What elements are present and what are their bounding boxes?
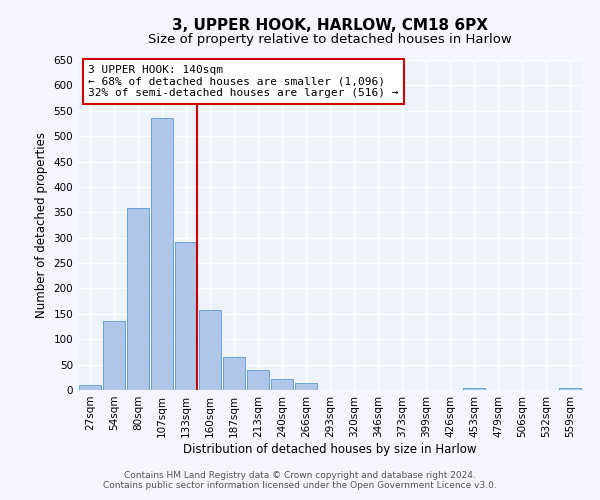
Y-axis label: Number of detached properties: Number of detached properties [35, 132, 48, 318]
Bar [127, 208, 149, 390]
Text: Contains HM Land Registry data © Crown copyright and database right 2024.
Contai: Contains HM Land Registry data © Crown c… [103, 470, 497, 490]
Bar [103, 321, 125, 390]
Bar [463, 388, 485, 390]
Bar [559, 388, 581, 390]
Bar [271, 380, 293, 390]
X-axis label: Distribution of detached houses by size in Harlow: Distribution of detached houses by size … [183, 442, 477, 456]
Bar [223, 357, 245, 390]
Bar [247, 370, 269, 390]
Text: 3, UPPER HOOK, HARLOW, CM18 6PX: 3, UPPER HOOK, HARLOW, CM18 6PX [172, 18, 488, 32]
Bar [175, 242, 197, 390]
Bar [79, 385, 101, 390]
Bar [151, 118, 173, 390]
Text: Size of property relative to detached houses in Harlow: Size of property relative to detached ho… [148, 32, 512, 46]
Bar [199, 310, 221, 390]
Bar [295, 383, 317, 390]
Text: 3 UPPER HOOK: 140sqm
← 68% of detached houses are smaller (1,096)
32% of semi-de: 3 UPPER HOOK: 140sqm ← 68% of detached h… [88, 65, 398, 98]
